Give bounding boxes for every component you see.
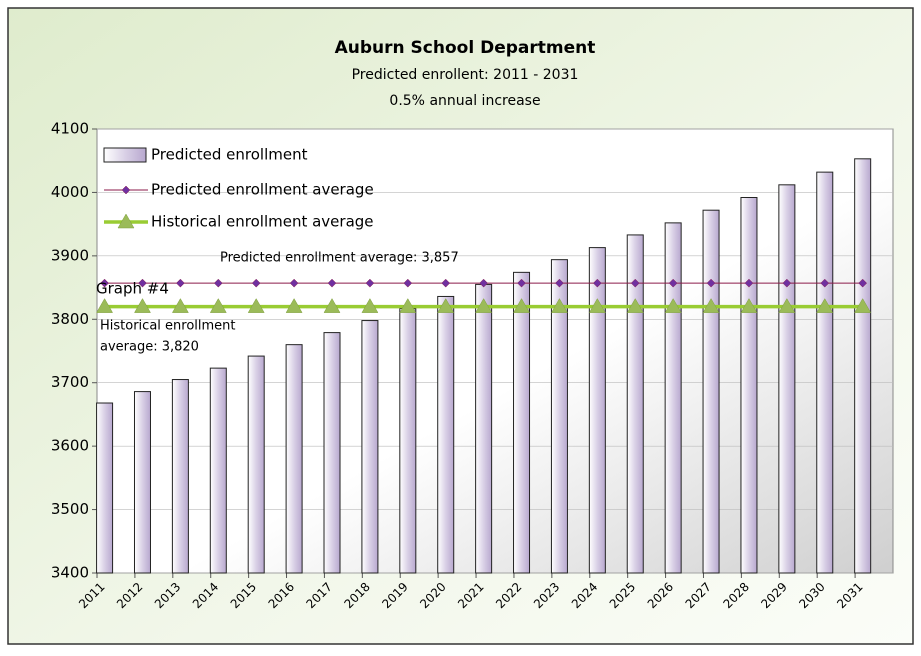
legend-label: Predicted enrollment average bbox=[151, 181, 374, 199]
y-tick-label: 3900 bbox=[51, 246, 89, 264]
marker bbox=[479, 278, 488, 288]
marker bbox=[702, 298, 720, 313]
marker bbox=[176, 278, 185, 288]
bar bbox=[323, 332, 341, 574]
marker bbox=[100, 278, 109, 288]
marker bbox=[285, 298, 303, 313]
marker bbox=[782, 278, 792, 288]
marker bbox=[555, 278, 564, 288]
marker bbox=[592, 278, 602, 288]
bar bbox=[664, 222, 682, 574]
marker bbox=[365, 278, 375, 288]
marker bbox=[475, 298, 493, 313]
subtitle: 0.5% annual increase bbox=[389, 93, 540, 109]
marker bbox=[668, 278, 678, 288]
plot-area bbox=[96, 128, 894, 574]
marker bbox=[117, 213, 135, 229]
bar bbox=[854, 158, 872, 574]
subtitle: Predicted enrollent: 2011 - 2031 bbox=[352, 67, 579, 83]
bar bbox=[437, 295, 455, 574]
marker bbox=[517, 278, 526, 288]
bar bbox=[171, 379, 189, 574]
marker bbox=[858, 278, 868, 288]
y-tick-label: 3700 bbox=[51, 373, 89, 391]
marker bbox=[251, 278, 261, 288]
bar bbox=[209, 367, 227, 574]
marker bbox=[403, 278, 413, 288]
marker bbox=[209, 298, 227, 313]
marker bbox=[134, 298, 151, 313]
legend-label: Predicted enrollment bbox=[151, 146, 308, 164]
marker bbox=[513, 298, 530, 313]
bar bbox=[816, 171, 834, 574]
marker bbox=[778, 298, 796, 313]
bar bbox=[513, 271, 531, 574]
marker bbox=[323, 298, 341, 313]
bar bbox=[399, 308, 417, 574]
y-tick-label: 3800 bbox=[51, 310, 89, 328]
marker bbox=[816, 298, 834, 313]
marker bbox=[820, 278, 830, 288]
marker bbox=[121, 185, 131, 195]
marker bbox=[740, 298, 758, 313]
chart-title: Auburn School Department bbox=[335, 38, 596, 58]
bar bbox=[475, 283, 493, 574]
y-tick-label: 3500 bbox=[51, 500, 89, 518]
marker bbox=[664, 298, 682, 313]
annotation: Predicted enrollment average: 3,857 bbox=[220, 251, 459, 266]
marker bbox=[626, 298, 644, 313]
marker bbox=[327, 278, 337, 288]
legend-swatch bbox=[103, 147, 147, 163]
marker bbox=[171, 298, 189, 313]
y-tick-label: 4000 bbox=[51, 183, 89, 201]
marker bbox=[361, 298, 379, 313]
bar bbox=[247, 355, 265, 574]
bar bbox=[285, 344, 303, 574]
y-tick-label: 3400 bbox=[51, 564, 89, 582]
marker bbox=[551, 298, 568, 313]
marker bbox=[588, 298, 606, 313]
marker bbox=[437, 298, 455, 313]
marker bbox=[854, 298, 872, 313]
marker bbox=[96, 298, 114, 313]
bar bbox=[588, 247, 606, 574]
bar bbox=[133, 391, 151, 574]
bar bbox=[702, 209, 720, 574]
legend-label: Historical enrollment average bbox=[151, 213, 374, 231]
bar bbox=[361, 320, 379, 574]
annotation: average: 3,820 bbox=[100, 340, 199, 355]
marker bbox=[744, 278, 754, 288]
bar bbox=[626, 234, 644, 574]
marker bbox=[213, 278, 223, 288]
bar bbox=[550, 259, 568, 574]
marker bbox=[138, 278, 147, 288]
bar bbox=[96, 402, 114, 574]
marker bbox=[289, 278, 299, 288]
marker bbox=[247, 298, 265, 313]
bar bbox=[740, 197, 758, 574]
y-tick-label: 3600 bbox=[51, 437, 89, 455]
marker bbox=[441, 278, 451, 288]
annotation: Historical enrollment bbox=[100, 319, 236, 334]
marker bbox=[706, 278, 716, 288]
graph-label: Graph #4 bbox=[96, 280, 169, 298]
y-tick-label: 4100 bbox=[51, 120, 89, 138]
bar bbox=[778, 184, 796, 574]
marker bbox=[399, 298, 417, 313]
marker bbox=[630, 278, 640, 288]
